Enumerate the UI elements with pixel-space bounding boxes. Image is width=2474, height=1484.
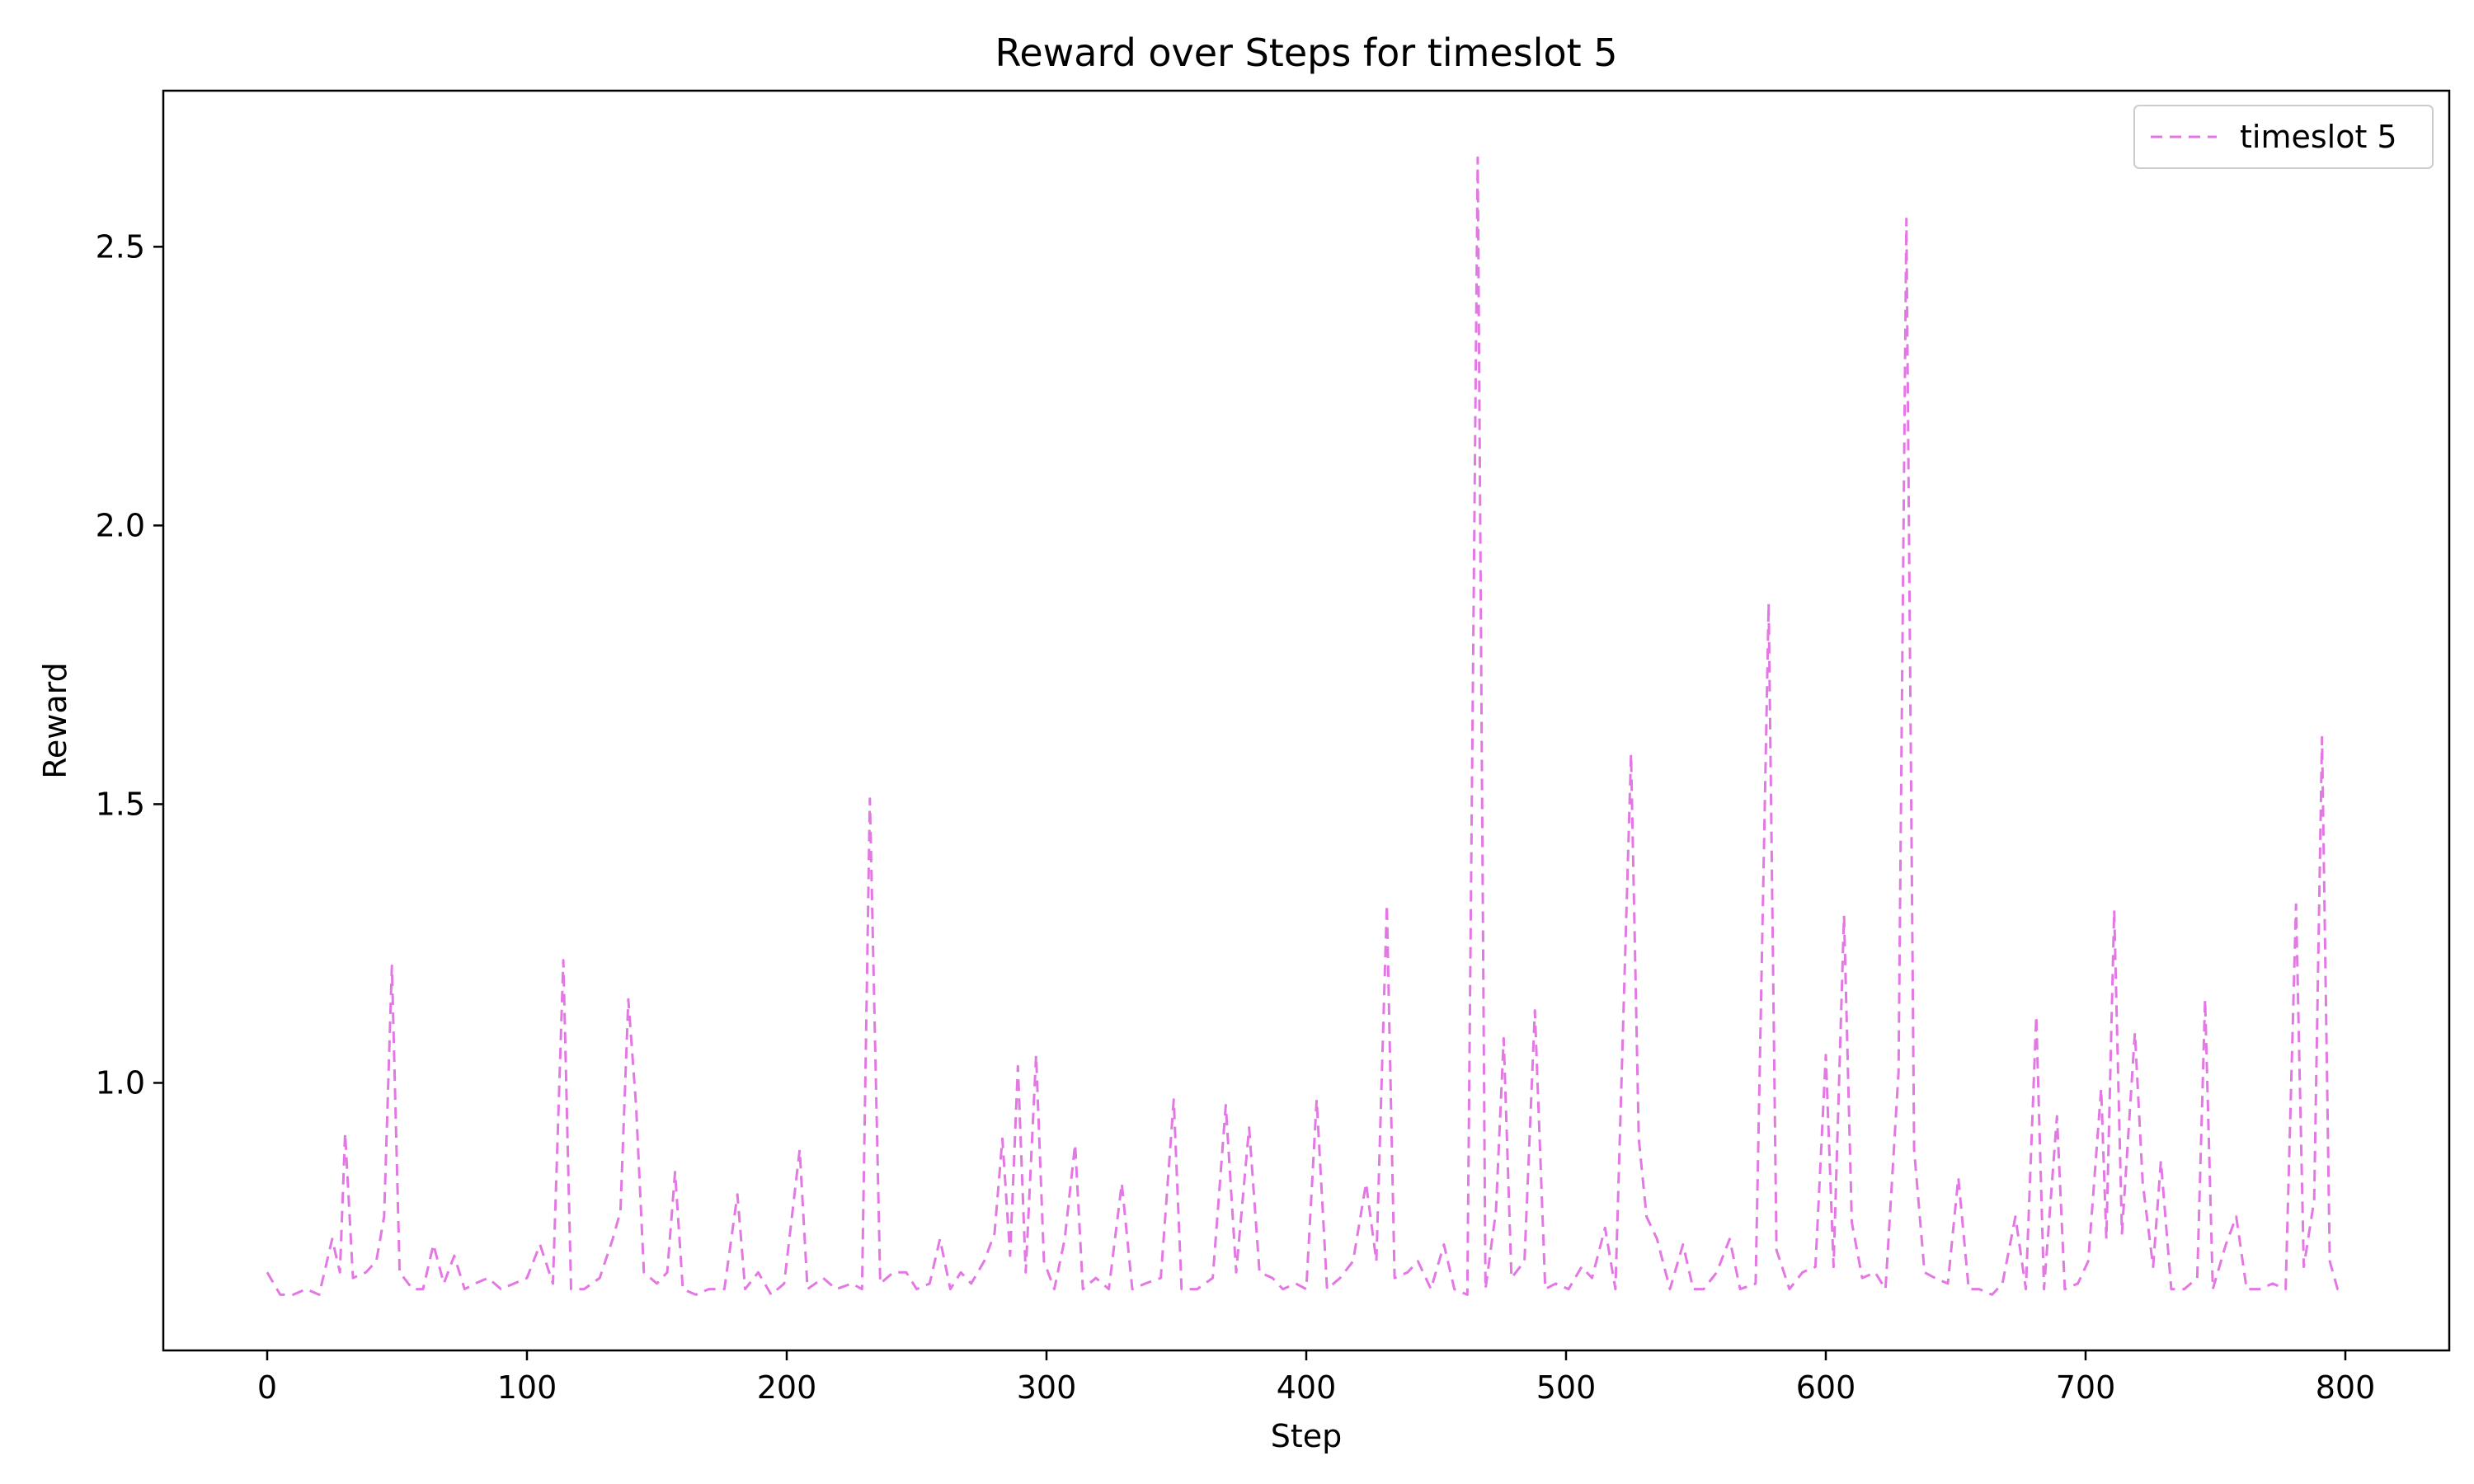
x-tick-label: 300 (1017, 1369, 1077, 1406)
y-tick-label: 2.5 (96, 228, 145, 265)
x-tick-label: 200 (757, 1369, 817, 1406)
x-tick-label: 800 (2316, 1369, 2376, 1406)
y-axis-label: Reward (37, 662, 73, 779)
y-tick-label: 1.5 (96, 786, 145, 822)
y-axis: 1.0 1.5 2.0 2.5 (96, 228, 163, 1101)
series-layer (266, 156, 2345, 1296)
x-tick-label: 0 (257, 1369, 277, 1406)
x-axis: 0 100 200 300 400 500 600 700 800 (257, 1350, 2375, 1406)
x-tick-label: 400 (1277, 1369, 1337, 1406)
x-tick-label: 100 (497, 1369, 557, 1406)
legend: timeslot 5 (2133, 105, 2434, 169)
series-line-0 (266, 156, 2345, 1296)
x-tick-label: 600 (1796, 1369, 1856, 1406)
chart-title: Reward over Steps for timeslot 5 (995, 31, 1617, 75)
x-tick-label: 700 (2056, 1369, 2116, 1406)
y-tick-label: 2.0 (96, 507, 145, 543)
x-axis-label: Step (1271, 1418, 1343, 1454)
legend-label: timeslot 5 (2240, 119, 2397, 155)
x-tick-label: 500 (1536, 1369, 1597, 1406)
y-tick-label: 1.0 (96, 1064, 145, 1101)
legend-box (2133, 105, 2434, 169)
